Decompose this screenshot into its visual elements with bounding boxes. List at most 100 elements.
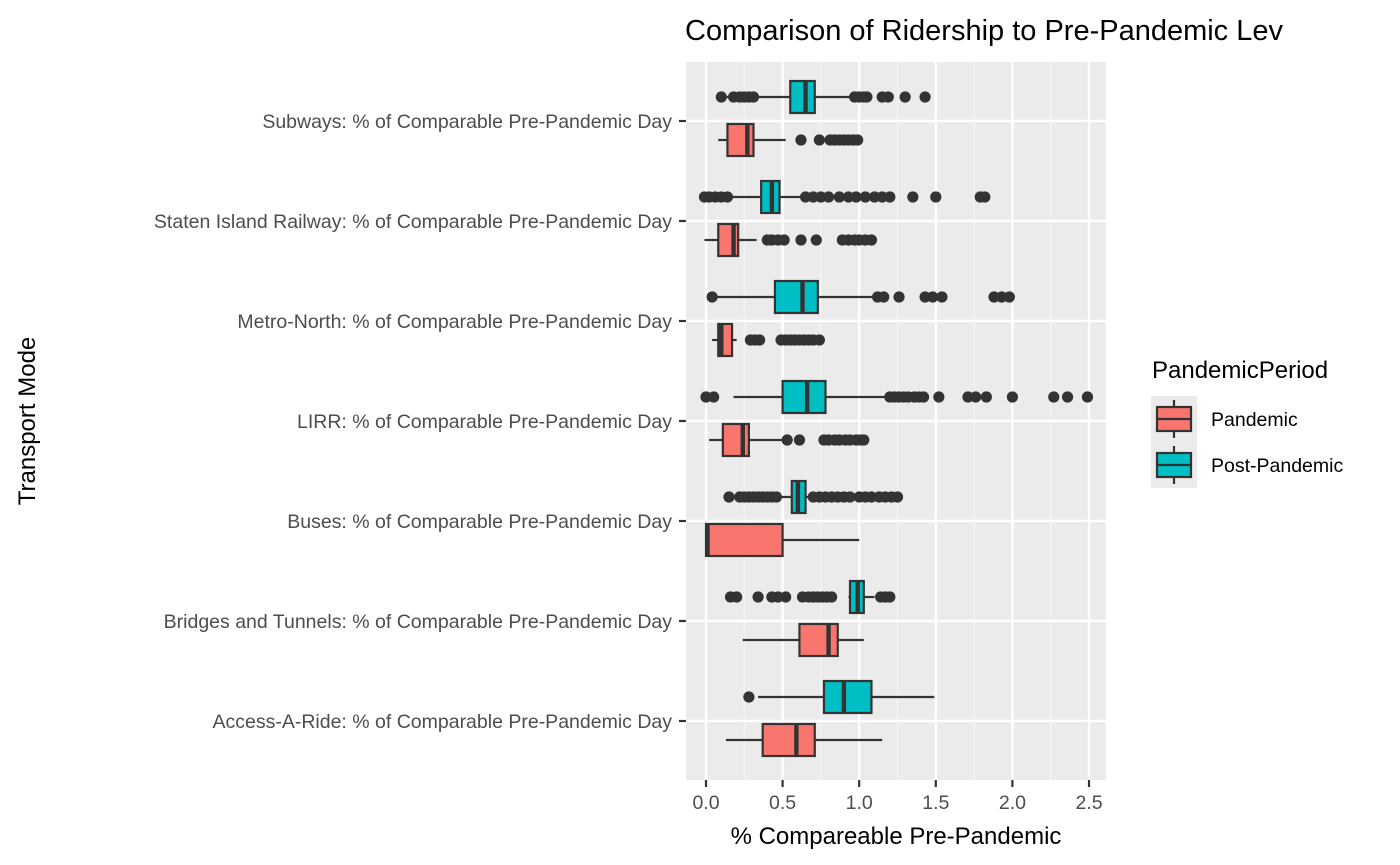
box-post-pandemic-2 [706, 279, 1015, 315]
outlier-point [747, 91, 760, 103]
outlier-point [907, 191, 919, 203]
outlier-point [826, 591, 838, 603]
box-iqr [822, 679, 873, 715]
outlier-point [919, 91, 931, 103]
outlier-point [795, 134, 807, 146]
box-post-pandemic-5 [724, 579, 896, 615]
category-label: Access-A-Ride: % of Comparable Pre-Pande… [212, 711, 672, 733]
legend-item-post-pandemic: Post-Pandemic [1151, 442, 1343, 488]
box-pandemic-6 [725, 722, 883, 758]
outlier-point [876, 191, 888, 203]
outlier-point [1081, 391, 1094, 403]
outlier-point [721, 191, 734, 203]
outlier-point [865, 234, 878, 246]
legend-label: Pandemic [1211, 409, 1298, 431]
outlier-point [752, 591, 764, 603]
outlier-point [970, 391, 982, 403]
category-label: Subways: % of Comparable Pre-Pandemic Da… [262, 111, 672, 133]
x-tick-label: 1.5 [922, 792, 949, 814]
outlier-point [850, 191, 862, 203]
category-label: Buses: % of Comparable Pre-Pandemic Day [287, 511, 672, 533]
y-axis: Subways: % of Comparable Pre-Pandemic Da… [154, 111, 686, 733]
outlier-point [723, 491, 735, 503]
outlier-point [988, 291, 1000, 303]
box-iqr [761, 722, 816, 758]
outlier-point [933, 391, 945, 403]
outlier-point [833, 191, 845, 203]
outlier-point [778, 234, 790, 246]
outlier-point [700, 391, 712, 403]
x-axis: 0.0 0.5 1.0 1.5 2.0 2.5 [692, 780, 1103, 814]
outlier-point [706, 291, 718, 303]
outlier-point [807, 191, 819, 203]
outlier-point [799, 191, 812, 203]
outlier-point [813, 134, 825, 146]
box-pandemic-1 [704, 222, 878, 258]
outlier-point [815, 191, 827, 203]
box-post-pandemic-4 [723, 479, 904, 515]
outlier-point [936, 291, 948, 303]
box-iqr [781, 379, 827, 415]
outlier-point [899, 91, 911, 103]
box-iqr [726, 122, 755, 158]
outlier-point [852, 134, 864, 146]
outlier-point [754, 334, 766, 346]
box-pandemic-5 [742, 622, 864, 658]
outlier-point [822, 191, 835, 203]
legend-item-pandemic: Pandemic [1151, 396, 1298, 442]
outlier-point [810, 234, 822, 246]
outlier-point [842, 191, 855, 203]
x-tick-label: 2.0 [999, 792, 1026, 814]
outlier-point [868, 191, 881, 203]
outlier-point [844, 491, 856, 503]
gridlines [686, 62, 1106, 780]
outlier-point [893, 291, 905, 303]
outlier-point [861, 91, 873, 103]
box-post-pandemic-6 [743, 679, 935, 715]
outlier-point [1048, 391, 1060, 403]
outlier-point [772, 591, 784, 603]
category-label: Bridges and Tunnels: % of Comparable Pre… [164, 611, 673, 633]
category-label: LIRR: % of Comparable Pre-Pandemic Day [297, 411, 672, 433]
box-pandemic-4 [704, 522, 860, 558]
outlier-point [715, 91, 727, 103]
outlier-point [859, 191, 871, 203]
outlier-point [858, 434, 870, 446]
outlier-point [927, 291, 939, 303]
x-tick-label: 2.5 [1075, 792, 1102, 814]
outlier-point [813, 334, 825, 346]
outlier-point [731, 591, 743, 603]
outlier-point [962, 391, 974, 403]
legend: PandemicPeriod Pandemic Post-Pandemic [1151, 357, 1343, 488]
outlier-point [708, 391, 720, 403]
outlier-point [882, 91, 894, 103]
legend-label: Post-Pandemic [1211, 455, 1343, 477]
x-tick-label: 0.0 [692, 792, 719, 814]
outlier-point [980, 391, 992, 403]
outlier-point [1006, 391, 1019, 403]
outlier-point [979, 191, 991, 203]
outlier-point [930, 191, 942, 203]
outlier-point [781, 434, 793, 446]
box-iqr [798, 622, 839, 658]
box-iqr [721, 422, 750, 458]
outlier-point [917, 391, 930, 403]
legend-title: PandemicPeriod [1152, 357, 1328, 384]
box-pandemic-3 [709, 422, 870, 458]
outlier-point [795, 234, 807, 246]
x-tick-label: 0.5 [769, 792, 796, 814]
box-layer [698, 79, 1094, 758]
outlier-point [770, 491, 783, 503]
outlier-point [793, 434, 806, 446]
x-tick-label: 1.0 [846, 792, 873, 814]
outlier-point [780, 591, 792, 603]
outlier-point [919, 291, 931, 303]
x-axis-title: % Compareable Pre-Pandemic [731, 823, 1062, 850]
outlier-point [743, 691, 755, 703]
outlier-point [891, 491, 904, 503]
category-label: Metro-North: % of Comparable Pre-Pandemi… [237, 311, 672, 333]
box-post-pandemic-3 [700, 379, 1094, 415]
chart-title: Comparison of Ridership to Pre-Pandemic … [685, 15, 1283, 47]
y-axis-title: Transport Mode [14, 337, 41, 506]
